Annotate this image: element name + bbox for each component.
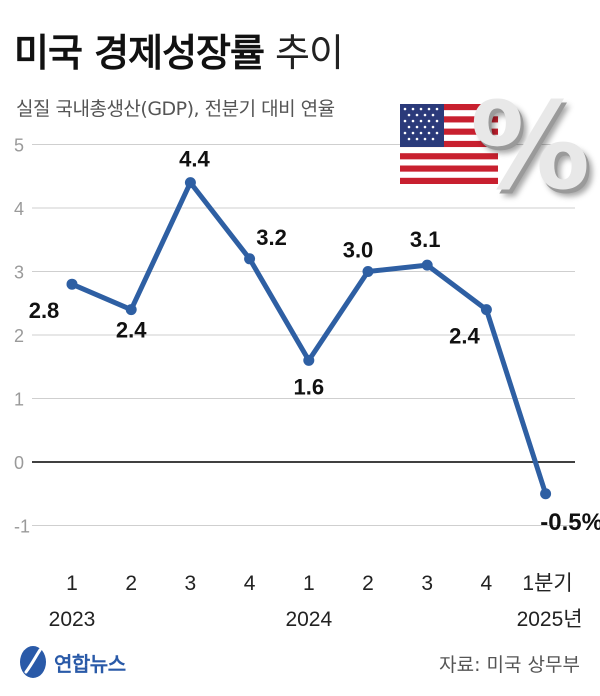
yonhap-logo-icon [20,646,46,678]
x-tick-label: 2 [362,572,374,595]
x-tick-label: 3 [185,572,197,595]
y-tick-label: 1 [14,390,24,410]
data-point [125,304,137,316]
data-label: 4.4 [179,147,210,172]
data-point [244,253,256,265]
y-tick-label: 3 [14,263,24,283]
data-label: 3.1 [410,227,441,252]
data-point [184,177,196,189]
x-tick-label: 4 [481,572,493,595]
chart-title: 미국 경제성장률 추이 [14,22,344,77]
data-point [421,259,433,271]
source-note: 자료: 미국 상무부 [439,654,580,676]
year-label: 2025년 [517,608,583,631]
data-point [362,266,374,277]
x-tick-label: 4 [244,572,256,595]
year-label: 2023 [49,608,96,631]
percent-icon: % [470,78,591,217]
y-tick-label: 4 [14,199,24,219]
data-point [66,278,78,290]
x-tick-label: 3 [421,572,433,595]
yonhap-logo: 연합뉴스 [18,644,126,680]
us-flag-icon [400,104,498,188]
chart-subtitle: 실질 국내총생산(GDP), 전분기 대비 연율 [16,98,335,120]
data-label: 3.2 [256,225,287,250]
y-tick-label: 0 [14,453,24,473]
y-tick-label: 5 [14,136,24,156]
data-label: 2.4 [449,324,480,349]
data-point [303,354,315,366]
data-label: -0.5% [540,509,600,536]
data-label: 3.0 [343,238,374,263]
data-label: 2.4 [116,318,147,343]
data-label: 1.6 [294,374,325,399]
data-point [480,304,492,316]
y-tick-label: -1 [14,517,30,537]
year-label: 2024 [285,608,332,631]
chart-title-suffix: 추이 [275,31,344,75]
chart-title-main: 미국 경제성장률 [14,31,265,75]
x-tick-label: 1 [303,572,315,595]
data-point [540,488,552,500]
logo-text: 연합뉴스 [54,651,126,676]
data-label: 2.8 [29,298,60,323]
x-tick-label: 1 [66,572,78,595]
x-tick-label: 2 [125,572,137,595]
x-tick-label: 1분기 [522,572,572,595]
y-tick-label: 2 [14,326,24,346]
